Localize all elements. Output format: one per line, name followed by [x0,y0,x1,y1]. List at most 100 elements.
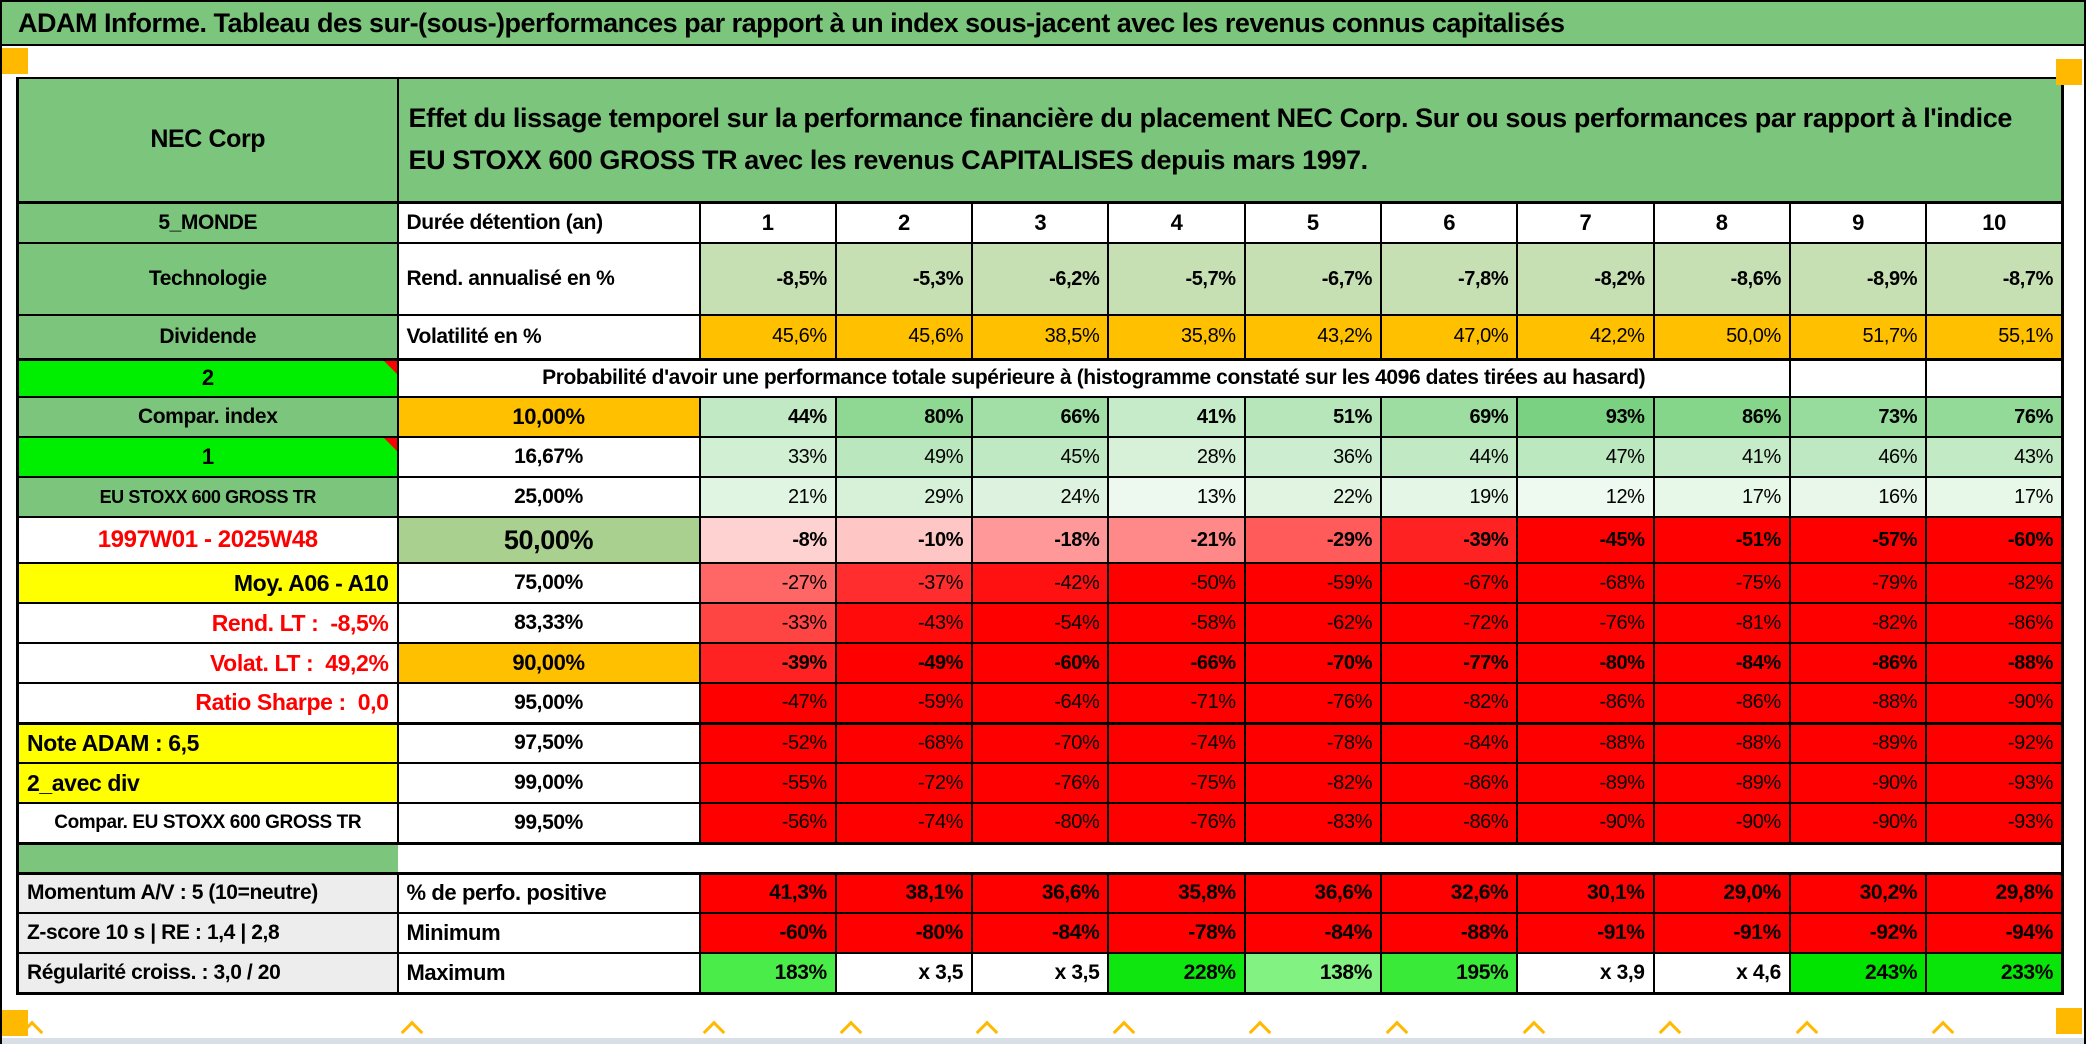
value-cell[interactable]: -39% [698,642,837,684]
value-cell[interactable]: -72% [834,762,974,804]
value-cell[interactable]: 12% [1516,476,1655,518]
row-label-cell[interactable]: Dividende [16,314,399,361]
value-cell[interactable]: x 3,5 [971,952,1110,995]
duration-header-cell[interactable]: 1 [698,201,837,244]
value-cell[interactable]: -89% [1516,762,1655,804]
value-cell[interactable]: 30,1% [1516,871,1655,914]
value-cell[interactable]: -75% [1652,562,1791,604]
value-cell[interactable]: -86% [1516,682,1655,725]
value-cell[interactable]: 16% [1788,476,1928,518]
value-cell[interactable]: 21% [698,476,837,518]
value-cell[interactable]: -91% [1516,912,1655,954]
row-label-cell[interactable]: Ratio Sharpe : 0,0 [16,682,399,725]
value-cell[interactable]: -76% [1243,682,1382,725]
description-cell[interactable]: Effet du lissage temporel sur la perform… [396,77,2064,204]
value-cell[interactable]: 45% [971,436,1110,478]
value-cell[interactable]: 33% [698,436,837,478]
row-label-cell[interactable]: 1997W01 - 2025W48 [16,516,399,564]
value-cell[interactable]: -68% [1516,562,1655,604]
empty-cell[interactable] [1925,358,2065,398]
value-cell[interactable]: x 4,6 [1652,952,1791,995]
value-cell[interactable]: -47% [698,682,837,725]
value-cell[interactable]: -76% [1516,602,1655,644]
value-cell[interactable]: -88% [1925,642,2065,684]
value-cell[interactable]: 45,6% [834,314,974,361]
value-cell[interactable]: 36,6% [971,871,1110,914]
row-label-cell[interactable]: Technologie [16,242,399,316]
value-cell[interactable]: 228% [1107,952,1246,995]
value-cell[interactable]: -68% [834,722,974,764]
value-cell[interactable]: 38,1% [834,871,974,914]
value-cell[interactable]: -59% [834,682,974,725]
value-cell[interactable]: -89% [1788,722,1928,764]
percentile-cell[interactable]: 25,00% [396,476,701,518]
row-header-cell[interactable]: Minimum [396,912,701,954]
value-cell[interactable]: 55,1% [1925,314,2065,361]
value-cell[interactable]: -8,9% [1788,242,1928,316]
row-label-cell[interactable]: EU STOXX 600 GROSS TR [16,476,399,518]
row-label-cell[interactable]: Rend. LT : -8,5% [16,602,399,644]
value-cell[interactable]: 45,6% [698,314,837,361]
percentile-cell[interactable]: 97,50% [396,722,701,764]
value-cell[interactable]: -90% [1788,762,1928,804]
row-label-cell[interactable]: 1 [16,436,399,478]
value-cell[interactable]: 19% [1379,476,1519,518]
row-label-cell[interactable]: 5_MONDE [16,201,399,244]
value-cell[interactable]: -90% [1652,802,1791,845]
value-cell[interactable]: -58% [1107,602,1246,644]
value-cell[interactable]: 73% [1788,396,1928,438]
value-cell[interactable]: -88% [1652,722,1791,764]
value-cell[interactable]: 29,8% [1925,871,2065,914]
value-cell[interactable]: -93% [1925,802,2065,845]
value-cell[interactable]: 17% [1925,476,2065,518]
row-label-cell[interactable]: 2_avec div [16,762,399,804]
value-cell[interactable]: -88% [1379,912,1519,954]
value-cell[interactable]: 80% [834,396,974,438]
value-cell[interactable]: -80% [1516,642,1655,684]
duration-header-cell[interactable]: 10 [1925,201,2065,244]
row-label-cell[interactable]: 2 [16,358,399,398]
row-header-cell[interactable]: % de perfo. positive [396,871,701,914]
value-cell[interactable]: -60% [698,912,837,954]
value-cell[interactable]: 93% [1516,396,1655,438]
value-cell[interactable]: 47,0% [1379,314,1519,361]
value-cell[interactable]: 41% [1652,436,1791,478]
row-header-cell[interactable]: Maximum [396,952,701,995]
percentile-cell[interactable]: 10,00% [396,396,701,438]
value-cell[interactable]: -54% [971,602,1110,644]
value-cell[interactable]: -86% [1379,802,1519,845]
value-cell[interactable]: 50,0% [1652,314,1791,361]
value-cell[interactable]: 30,2% [1788,871,1928,914]
value-cell[interactable]: -80% [971,802,1110,845]
row-label-cell[interactable]: Compar. EU STOXX 600 GROSS TR [16,802,399,845]
value-cell[interactable]: 233% [1925,952,2065,995]
value-cell[interactable]: -92% [1925,722,2065,764]
value-cell[interactable]: -90% [1788,802,1928,845]
value-cell[interactable]: 51,7% [1788,314,1928,361]
value-cell[interactable]: -21% [1107,516,1246,564]
value-cell[interactable]: -84% [971,912,1110,954]
row-label-cell[interactable]: Note ADAM : 6,5 [16,722,399,764]
value-cell[interactable]: 35,8% [1107,871,1246,914]
duration-header-cell[interactable]: 8 [1652,201,1791,244]
value-cell[interactable]: -60% [1925,516,2065,564]
value-cell[interactable]: -55% [698,762,837,804]
value-cell[interactable]: -94% [1925,912,2065,954]
value-cell[interactable]: -77% [1379,642,1519,684]
value-cell[interactable]: -33% [698,602,837,644]
value-cell[interactable]: 243% [1788,952,1928,995]
value-cell[interactable]: -72% [1379,602,1519,644]
value-cell[interactable]: -74% [1107,722,1246,764]
value-cell[interactable]: 22% [1243,476,1382,518]
value-cell[interactable]: -84% [1379,722,1519,764]
percentile-cell[interactable]: 16,67% [396,436,701,478]
duration-header-cell[interactable]: 3 [971,201,1110,244]
value-cell[interactable]: -89% [1652,762,1791,804]
value-cell[interactable]: 138% [1243,952,1382,995]
value-cell[interactable]: -75% [1107,762,1246,804]
value-cell[interactable]: -82% [1788,602,1928,644]
value-cell[interactable]: -6,2% [971,242,1110,316]
value-cell[interactable]: 36% [1243,436,1382,478]
value-cell[interactable]: 35,8% [1107,314,1246,361]
fund-name-cell[interactable]: NEC Corp [16,77,399,204]
